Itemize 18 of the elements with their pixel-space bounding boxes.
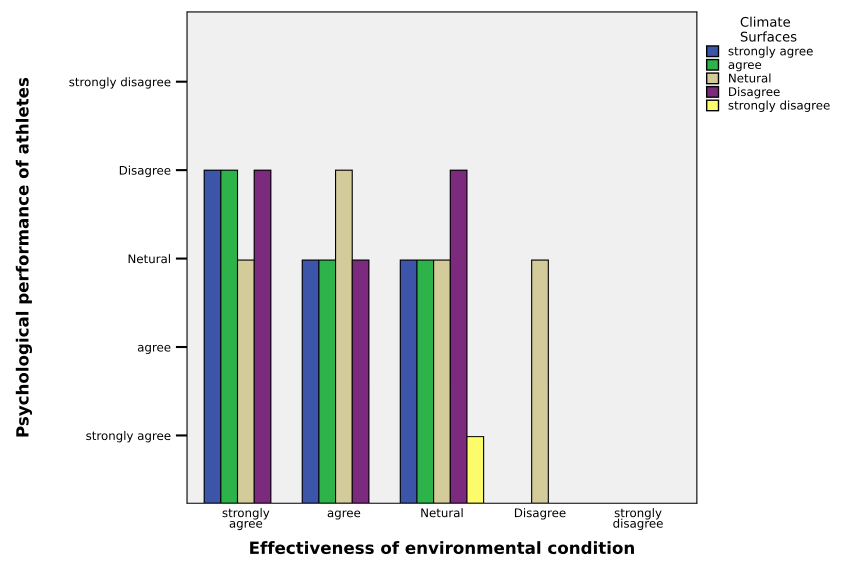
x-tick-label: Netural: [421, 508, 463, 518]
legend-label: strongly agree: [728, 46, 813, 58]
legend-label: Netural: [729, 73, 770, 83]
text: Disagree: [120, 166, 170, 178]
x-axis-title: Effectiveness of environmental condition: [250, 541, 634, 554]
text: Netural: [128, 254, 170, 264]
legend-label: Disagree: [729, 86, 780, 98]
x-tick-label: Disagree: [514, 508, 566, 520]
x-tick-label: strongly agree: [222, 508, 270, 530]
text: agree: [138, 344, 170, 354]
x-tick-label: strongly disagree: [613, 508, 663, 530]
legend-label: strongly disagree: [728, 100, 830, 112]
legend-label: agree: [728, 62, 762, 72]
text: strongly agree: [86, 430, 170, 442]
legend-title: Climate Surfaces: [740, 16, 796, 42]
x-tick-label: agree: [328, 510, 360, 520]
text: strongly disagree: [69, 77, 170, 89]
text: Psychological performance of athletes: [16, 78, 32, 437]
